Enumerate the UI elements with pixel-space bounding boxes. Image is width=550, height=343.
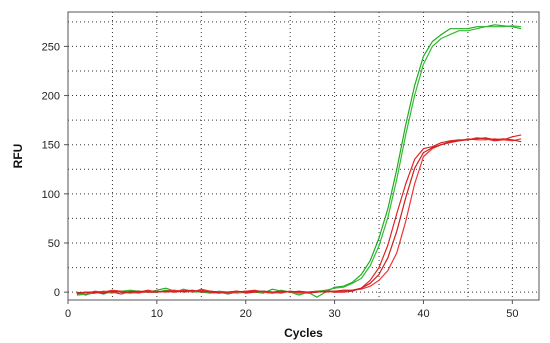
y-tick-label: 200: [42, 91, 60, 103]
series-line-5: [76, 137, 522, 294]
x-tick-label: 10: [151, 308, 163, 320]
axis-ticks: 0 10 20 30 40 50 0 50 100 150 200 250: [42, 41, 519, 320]
series-group: [76, 24, 522, 298]
x-tick-label: 50: [506, 308, 518, 320]
y-tick-label: 100: [42, 189, 60, 201]
series-line-4: [76, 138, 522, 295]
x-tick-label: 20: [240, 308, 252, 320]
y-axis-title: RFU: [11, 144, 25, 169]
x-tick-label: 0: [65, 308, 71, 320]
y-tick-label: 150: [42, 140, 60, 152]
series-line-2: [76, 25, 522, 296]
x-axis-title: Cycles: [284, 326, 323, 340]
series-line-3: [76, 134, 522, 295]
grid: [68, 12, 539, 300]
series-line-1: [76, 24, 522, 298]
y-tick-label: 250: [42, 41, 60, 53]
x-tick-label: 40: [417, 308, 429, 320]
y-tick-label: 0: [54, 287, 60, 299]
y-tick-label: 50: [48, 238, 60, 250]
plot-area: [67, 11, 540, 301]
x-tick-label: 30: [328, 308, 340, 320]
